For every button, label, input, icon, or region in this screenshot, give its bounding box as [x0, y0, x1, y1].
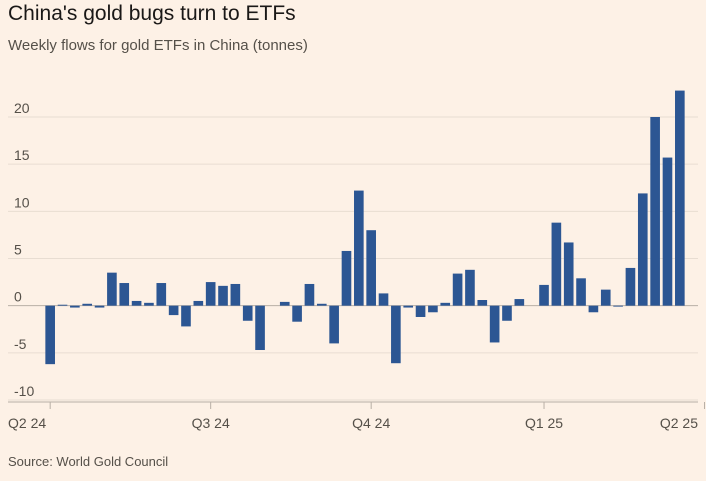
bar — [465, 269, 475, 306]
bar — [403, 305, 414, 308]
y-tick-label: -10 — [14, 383, 34, 399]
bar — [576, 278, 586, 306]
bar — [131, 300, 142, 306]
bar — [193, 300, 204, 306]
bar — [181, 305, 191, 327]
bar — [230, 283, 241, 306]
x-tick-label: Q1 25 — [525, 415, 563, 431]
y-tick-label: 15 — [14, 147, 30, 163]
bar — [428, 305, 438, 313]
bar — [650, 117, 660, 306]
bar — [70, 305, 80, 308]
bar — [588, 305, 599, 313]
bar — [625, 267, 636, 306]
grid-lines — [8, 116, 698, 401]
bar — [279, 301, 290, 306]
bar — [45, 305, 55, 365]
bar — [600, 289, 611, 306]
bar — [82, 303, 93, 306]
y-tick-label: -5 — [14, 336, 27, 352]
chart-subtitle: Weekly flows for gold ETFs in China (ton… — [8, 37, 308, 54]
bar — [316, 303, 327, 306]
y-tick-label: 5 — [14, 242, 22, 258]
x-tick-label: Q4 24 — [352, 415, 390, 431]
x-tick-label: Q2 24 — [8, 415, 46, 431]
bar — [539, 284, 549, 306]
bar — [354, 190, 364, 306]
x-axis: Q2 24 Q3 24 Q4 24 Q1 25 Q2 25 — [8, 401, 706, 431]
bar — [107, 272, 117, 306]
bar — [156, 283, 167, 306]
bar — [304, 283, 315, 306]
bar — [440, 302, 451, 306]
source-note: Source: World Gold Council — [8, 454, 169, 469]
bar — [292, 305, 302, 322]
y-axis-labels: -10 -5 0 5 10 15 20 — [14, 100, 34, 399]
bar — [378, 293, 389, 306]
bar — [514, 299, 525, 306]
bar — [637, 193, 648, 306]
bar — [563, 242, 574, 306]
bar — [391, 305, 401, 364]
bar — [255, 305, 265, 351]
y-tick-label: 20 — [14, 100, 30, 116]
bar — [341, 250, 352, 306]
bar — [168, 305, 179, 316]
bar — [415, 305, 426, 317]
bars — [45, 90, 685, 365]
bar — [477, 300, 488, 306]
bar — [675, 90, 685, 306]
bar — [489, 305, 500, 343]
bar — [242, 305, 253, 321]
bar — [551, 222, 562, 306]
y-tick-label: 10 — [14, 194, 30, 210]
bar — [502, 305, 512, 321]
bar — [119, 283, 130, 306]
y-tick-label: 0 — [14, 289, 22, 305]
bar — [218, 285, 228, 306]
chart-title: China's gold bugs turn to ETFs — [8, 2, 296, 25]
bar — [366, 230, 376, 306]
bar — [613, 305, 623, 307]
bar — [662, 157, 673, 306]
bar — [452, 273, 463, 306]
bar — [94, 305, 105, 308]
x-tick-label: Q2 25 — [660, 415, 698, 431]
bar — [329, 305, 339, 344]
bar — [57, 304, 68, 306]
bar — [144, 302, 154, 306]
x-tick-label: Q3 24 — [192, 415, 230, 431]
bar — [205, 282, 216, 306]
